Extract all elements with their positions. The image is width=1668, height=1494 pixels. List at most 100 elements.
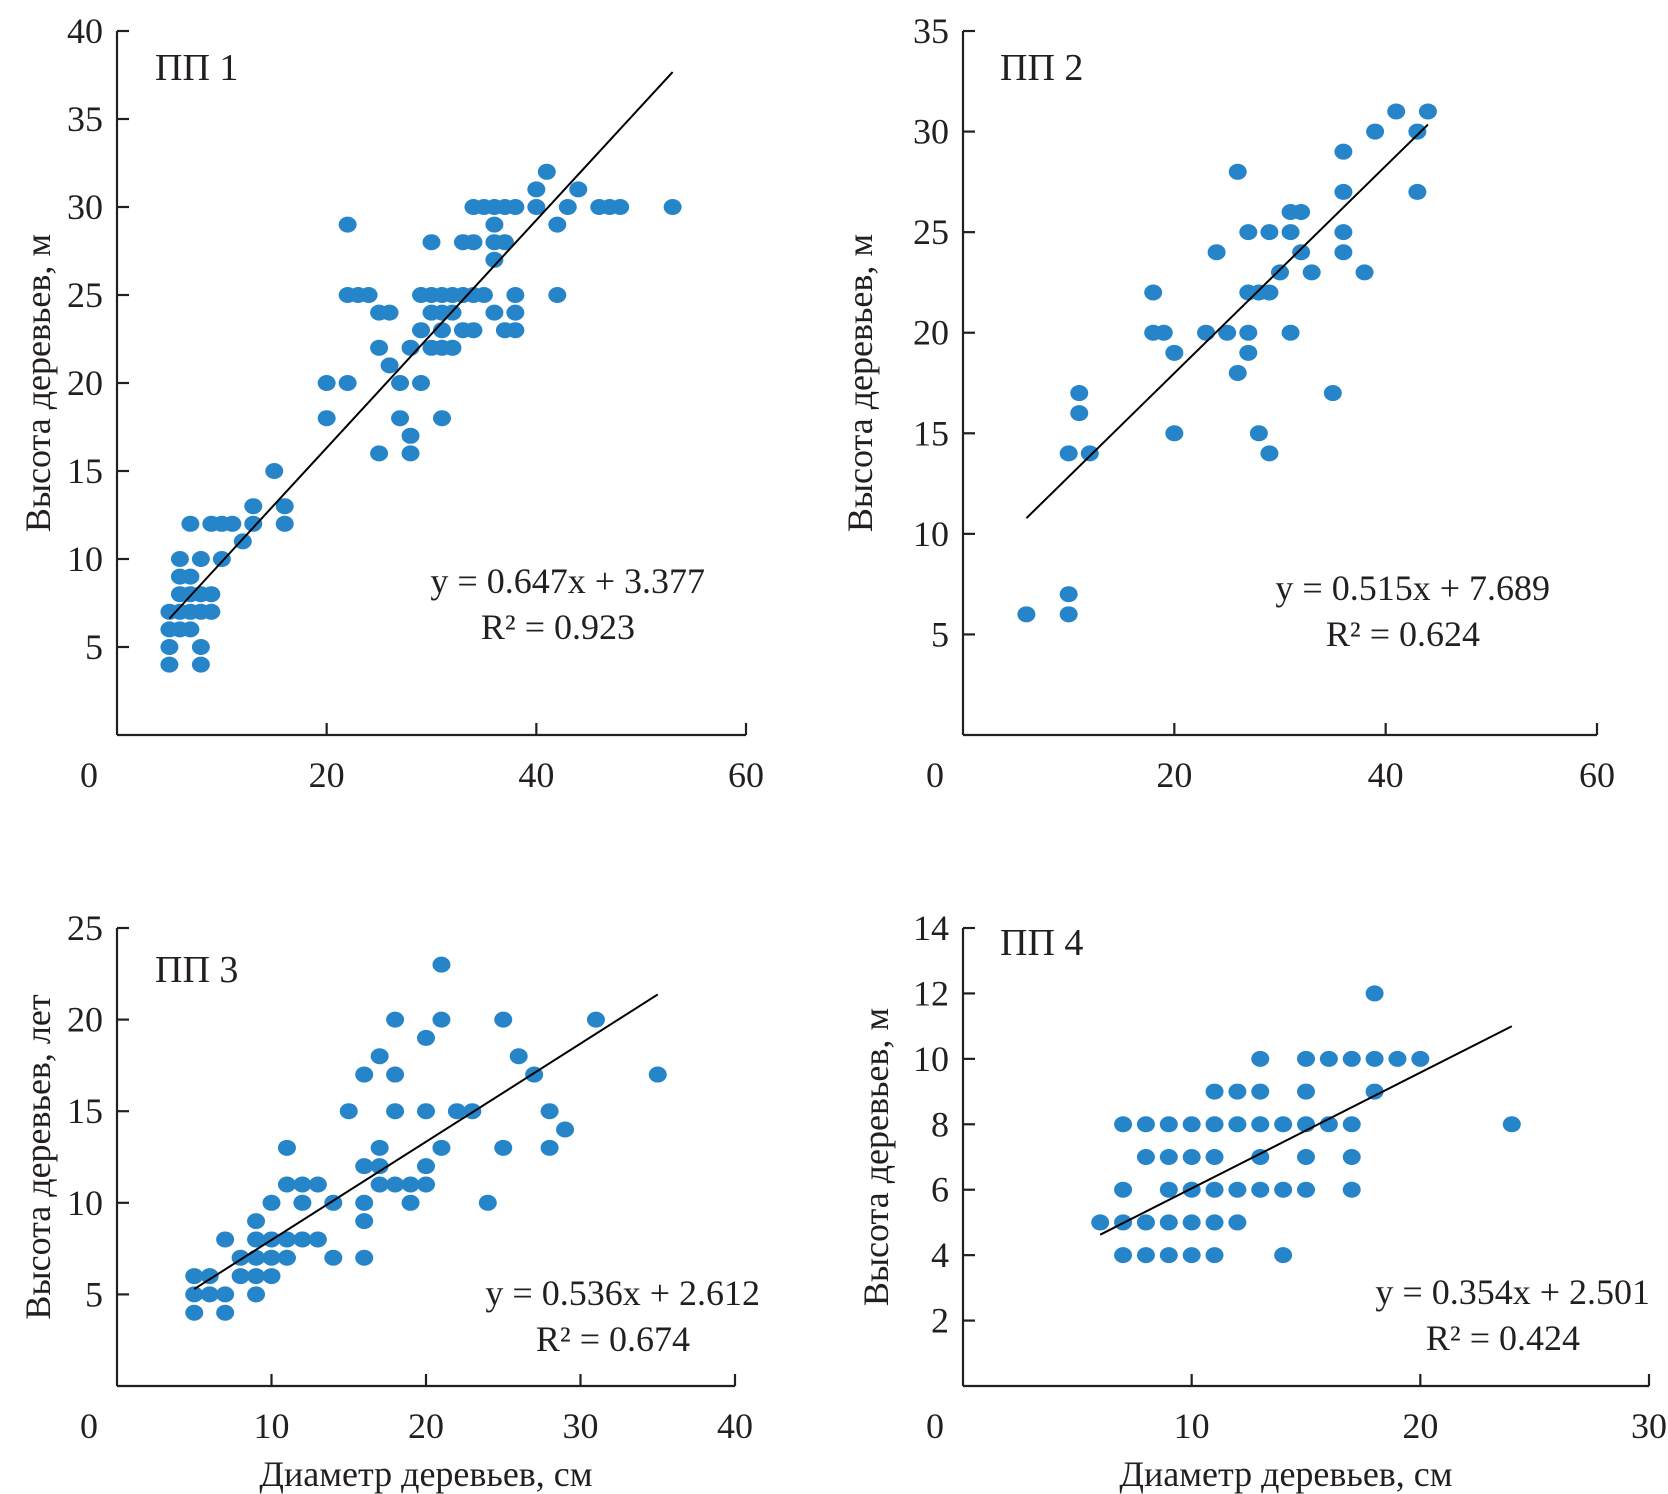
data-point [537, 163, 556, 180]
y-tick-label: 15 [913, 413, 949, 453]
data-point [160, 656, 179, 673]
data-point [212, 551, 231, 567]
data-point [262, 1268, 281, 1285]
data-point [1251, 1149, 1270, 1165]
data-point [1070, 385, 1089, 402]
data-point [1017, 606, 1036, 623]
data-point [1114, 1181, 1133, 1198]
data-point [1228, 163, 1247, 180]
x-tick-label: 0 [80, 1406, 98, 1446]
data-point [191, 656, 210, 673]
data-point [370, 339, 389, 356]
y-tick-label: 5 [85, 1274, 103, 1314]
data-point [663, 199, 682, 215]
data-point [1297, 1050, 1315, 1067]
data-point [277, 1139, 296, 1156]
data-point [1355, 264, 1374, 281]
data-point [370, 445, 389, 462]
data-point [181, 568, 200, 585]
data-point [247, 1286, 266, 1303]
data-point [1205, 1247, 1224, 1264]
data-point [1182, 1214, 1201, 1231]
data-point [355, 1213, 374, 1230]
data-point [1302, 264, 1321, 281]
data-point [432, 956, 451, 973]
y-tick-label: 25 [67, 908, 103, 948]
data-point [401, 1176, 420, 1193]
data-point [1411, 1050, 1430, 1067]
data-point [494, 1011, 513, 1028]
data-point [1274, 1116, 1293, 1133]
data-point [293, 1231, 312, 1248]
data-point [1165, 344, 1184, 361]
data-point [417, 1158, 435, 1175]
data-point [247, 1231, 266, 1248]
r-squared-label: R² = 0.674 [536, 1319, 690, 1359]
data-point [506, 322, 525, 339]
data-point [216, 1286, 235, 1303]
data-point [509, 1048, 528, 1065]
data-point [1159, 1214, 1178, 1231]
data-point [1207, 244, 1226, 261]
data-point [1388, 1050, 1407, 1067]
regression-equation: y = 0.354x + 2.501 [1375, 1272, 1650, 1312]
panel-pp3: 5 10 15 20 25 0 10 20 30 40 Высота деревьев, лет Ди… [18, 908, 760, 1494]
y-axis-title: Высота деревьев, м [856, 1008, 896, 1306]
data-point [485, 216, 504, 233]
data-point [1418, 103, 1437, 120]
data-point [338, 216, 357, 233]
data-point [324, 1249, 343, 1266]
data-point [1059, 586, 1078, 603]
y-tick-label: 35 [913, 11, 949, 51]
trend-line [168, 71, 674, 620]
panel-pp1: 5 10 15 20 25 30 35 40 0 20 40 60 Высота деревьев, м… [18, 11, 764, 795]
data-point [556, 1121, 575, 1138]
y-tick-label: 12 [913, 973, 949, 1013]
data-point [506, 304, 525, 321]
data-point [1182, 1116, 1201, 1133]
data-point [1334, 224, 1353, 241]
data-point [1502, 1116, 1521, 1133]
data-point [1091, 1214, 1110, 1231]
data-point [355, 1066, 374, 1083]
data-point [401, 1194, 420, 1211]
data-point [1165, 425, 1184, 442]
data-point [443, 339, 462, 356]
x-axis-title: Диаметр деревьев, см [259, 1454, 592, 1494]
data-point [1342, 1149, 1361, 1165]
y-axis-title: Высота деревьев, лет [18, 994, 58, 1319]
data-point [417, 1176, 435, 1193]
data-point [317, 410, 336, 427]
data-point [1297, 1083, 1315, 1100]
data-point [1292, 204, 1311, 221]
x-tick-label: 30 [563, 1406, 599, 1446]
data-point [231, 1268, 250, 1285]
data-point [586, 1011, 605, 1028]
data-point [1260, 284, 1279, 301]
data-point [1182, 1247, 1201, 1264]
data-point [1319, 1050, 1338, 1067]
data-point [200, 1286, 219, 1303]
data-point [1228, 364, 1247, 381]
y-tick-label: 30 [67, 187, 103, 227]
data-point [355, 1158, 374, 1175]
data-point [1228, 1181, 1247, 1198]
panel-pp4: 2 4 6 8 10 12 14 0 10 20 30 Высота деревьев, м Диаме… [856, 908, 1667, 1494]
data-point [401, 445, 420, 462]
data-point [1387, 103, 1406, 120]
data-point [1281, 224, 1300, 241]
data-point [370, 1176, 389, 1193]
x-tick-label: 60 [728, 755, 764, 795]
data-point [1334, 244, 1353, 261]
data-point [1251, 1116, 1270, 1133]
data-point [1205, 1083, 1224, 1100]
data-point [401, 339, 420, 356]
data-point [527, 199, 546, 215]
data-point [464, 234, 483, 251]
data-point [1408, 123, 1427, 140]
y-tick-label: 10 [67, 1183, 103, 1223]
data-point [464, 322, 483, 339]
data-point [191, 639, 210, 655]
y-tick-label: 40 [67, 11, 103, 51]
